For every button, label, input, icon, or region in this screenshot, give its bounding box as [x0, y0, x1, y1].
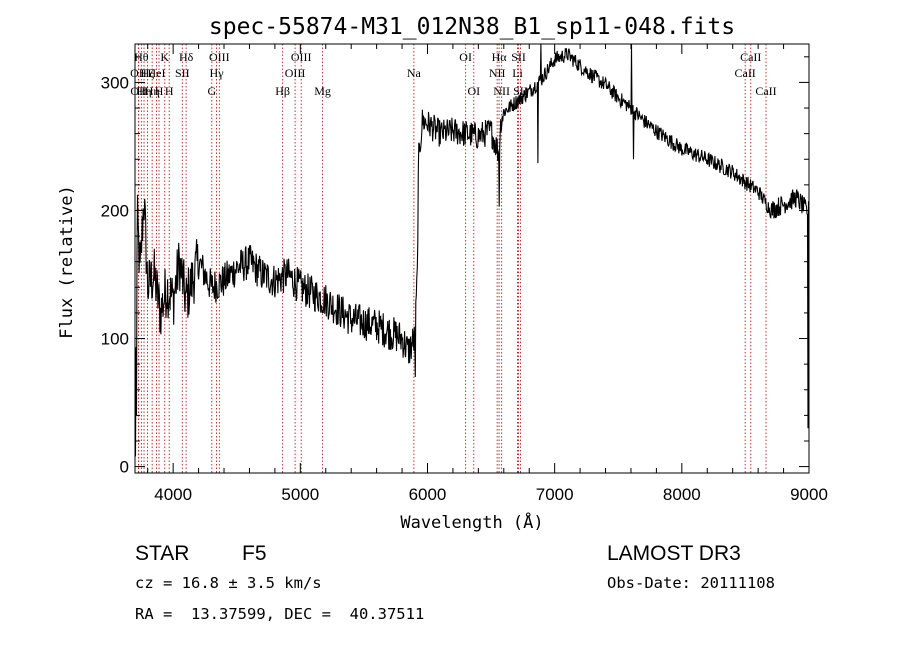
spectral-line-label: Hδ — [179, 50, 194, 64]
spectral-line-label: G — [207, 84, 216, 98]
survey-name: LAMOST DR3 — [607, 542, 741, 565]
spectral-line-labels: OIIOIIHθHηHζHηHeIHKHSIIHδGHγOIIIHβOIIIOI… — [130, 50, 777, 98]
spectral-line-label: H — [155, 84, 164, 98]
y-tick-label: 100 — [101, 330, 129, 349]
x-axis-label: Wavelength (Å) — [400, 511, 543, 533]
x-tick-label: 6000 — [409, 485, 447, 504]
spectral-line-label: CaII — [755, 84, 776, 98]
spectral-line-label: OIII — [209, 50, 230, 64]
spectral-line-label: OIII — [285, 66, 306, 80]
x-tick-label: 8000 — [663, 485, 701, 504]
coords-text: RA = 13.37599, DEC = 40.37511 — [135, 605, 424, 623]
spectral-line-markers — [137, 44, 767, 473]
spectral-line-label: Hβ — [275, 84, 290, 98]
redshift-text: cz = 16.8 ± 3.5 km/s — [135, 574, 322, 592]
spectral-line-label: NII — [493, 84, 510, 98]
chart-title: spec-55874-M31_012N38_B1_sp11-048.fits — [209, 14, 735, 40]
spectral-line-label: CaII — [740, 50, 761, 64]
spectral-line-label: Hγ — [210, 66, 225, 80]
y-axis-label: Flux (relative) — [57, 185, 77, 339]
spectral-line-label: OI — [467, 84, 480, 98]
spectral-line-label: OI — [459, 50, 472, 64]
spectral-line-label: K — [160, 50, 169, 64]
spectral-line-label: Mg — [314, 84, 331, 98]
axis-ticks: 4000 5000 6000 7000 8000 9000 0 100 200 300 — [101, 44, 828, 504]
spectral-line-label: Hη — [145, 84, 160, 98]
spectral-line-label: Hα — [492, 50, 508, 64]
spectral-line-label: H — [165, 84, 174, 98]
spectral-line-label: Hζ — [141, 66, 155, 80]
spectral-line-label: SII — [511, 50, 526, 64]
object-subclass: F5 — [242, 542, 267, 565]
spectral-line-label: CaII — [734, 66, 755, 80]
x-tick-label: 4000 — [154, 485, 192, 504]
spectrum-series-line — [134, 43, 810, 457]
object-class: STAR — [135, 542, 189, 565]
spectral-line-label: NII — [489, 66, 506, 80]
spectral-line-label: Na — [407, 66, 422, 80]
y-tick-label: 200 — [101, 201, 129, 220]
spectral-line-label: Hθ — [134, 50, 149, 64]
plot-frame — [134, 43, 810, 474]
x-tick-label: 5000 — [281, 485, 319, 504]
obs-date-text: Obs-Date: 20111108 — [607, 574, 775, 592]
spectral-line-label: OIII — [291, 50, 312, 64]
y-tick-label: 0 — [120, 458, 129, 477]
y-tick-label: 300 — [101, 73, 129, 92]
spectral-line-label: HeI — [147, 66, 165, 80]
spectral-line-label: OII — [130, 66, 147, 80]
x-tick-label: 7000 — [536, 485, 574, 504]
x-tick-label: 9000 — [790, 485, 828, 504]
spectral-line-label: Hη — [137, 84, 152, 98]
spectral-line-label: Li — [512, 66, 523, 80]
spectral-line-label: SII — [175, 66, 190, 80]
